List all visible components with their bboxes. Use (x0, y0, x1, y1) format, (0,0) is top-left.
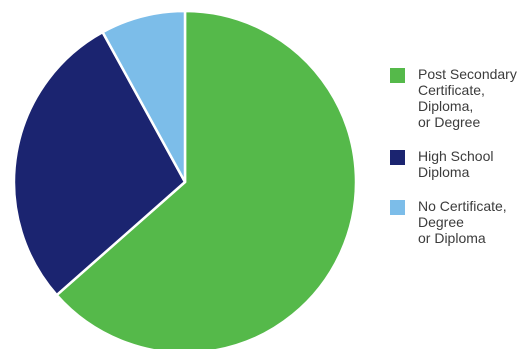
pie-slices (12, 9, 358, 349)
legend-swatch (390, 68, 405, 83)
legend-label: High School Diploma (418, 148, 494, 180)
legend-label: Post Secondary Certificate, Diploma, or … (418, 66, 517, 130)
legend-item-high-school: High School Diploma (390, 148, 530, 180)
pie-slice-high-school (12, 30, 187, 297)
legend-item-post-secondary: Post Secondary Certificate, Diploma, or … (390, 66, 530, 130)
pie-slice-post-secondary (55, 9, 358, 349)
legend-item-no-certificate: No Certificate, Degree or Diploma (390, 198, 530, 246)
pie-slice-no-certificate (101, 9, 187, 184)
legend-label: No Certificate, Degree or Diploma (418, 198, 507, 246)
legend-swatch (390, 150, 405, 165)
chart-legend: Post Secondary Certificate, Diploma, or … (390, 66, 530, 246)
legend-swatch (390, 200, 405, 215)
